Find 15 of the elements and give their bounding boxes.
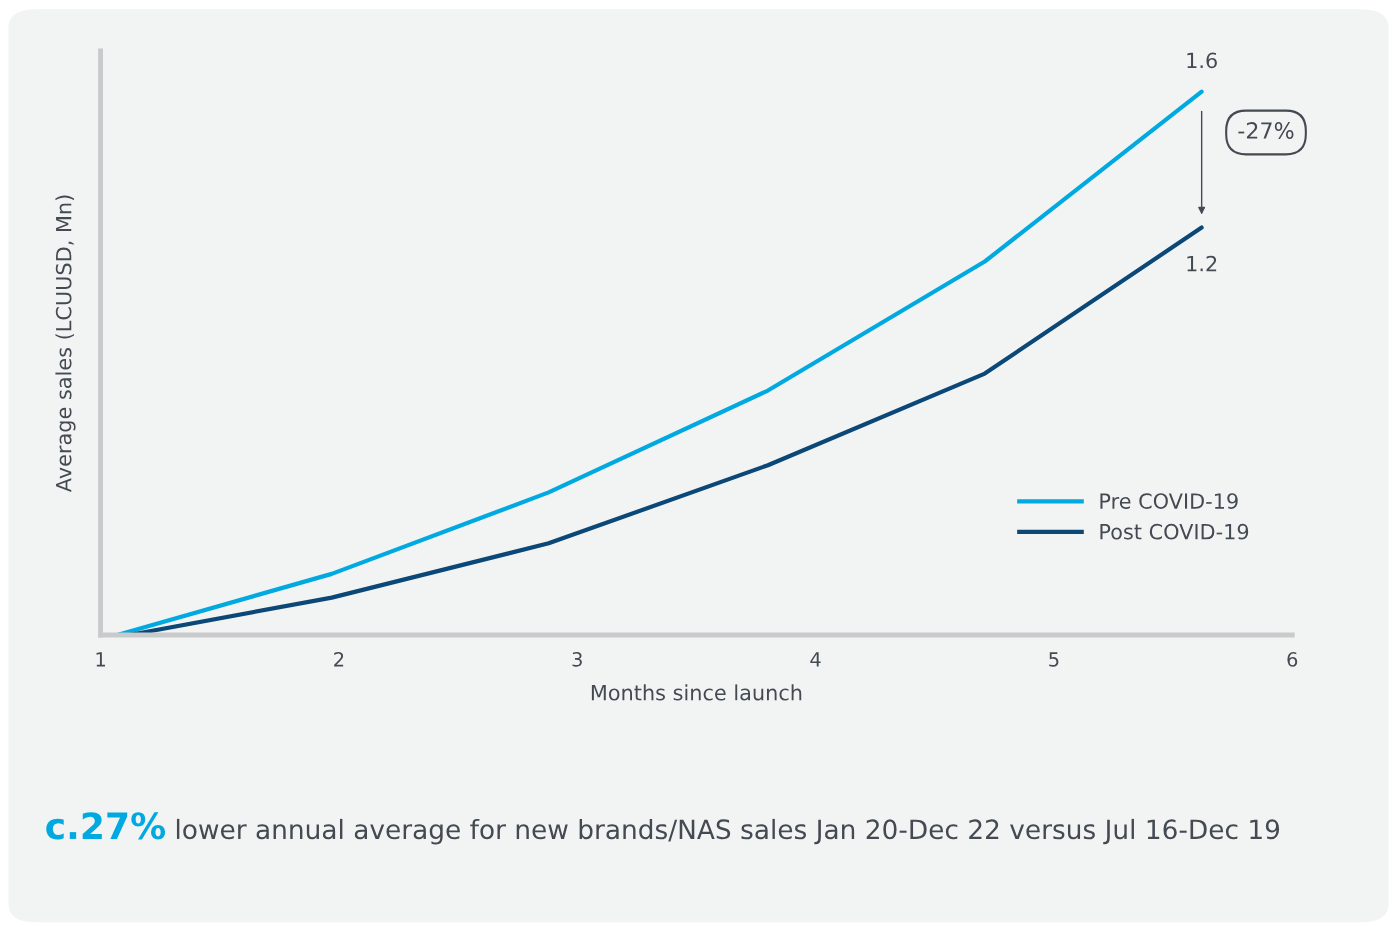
data-label: 1.6 (1187, 52, 1217, 69)
x-tick-label: 4 (810, 652, 821, 667)
data-label: 1.2 (1187, 255, 1217, 272)
text: c.27% (46, 812, 166, 840)
x-tick-label: 2 (334, 652, 344, 667)
x-tick-label: 1 (96, 652, 105, 667)
x-tick-label: 5 (1049, 652, 1059, 667)
legend-label: Post COVID-19 (1100, 523, 1249, 540)
legend-label: Pre COVID-19 (1100, 493, 1238, 509)
x-tick-label: 3 (572, 652, 582, 667)
x-axis-title: Months since launch (591, 684, 802, 701)
annotation: -27% (1238, 122, 1294, 139)
x-tick-label: 6 (1287, 652, 1298, 667)
text: lower annual average for new brands/NAS sales Jan 20-Dec 22 versus Jul 16-Dec 19 (176, 818, 1280, 845)
y-axis-title: Average sales (LCUUSD, Mn) (55, 195, 76, 493)
